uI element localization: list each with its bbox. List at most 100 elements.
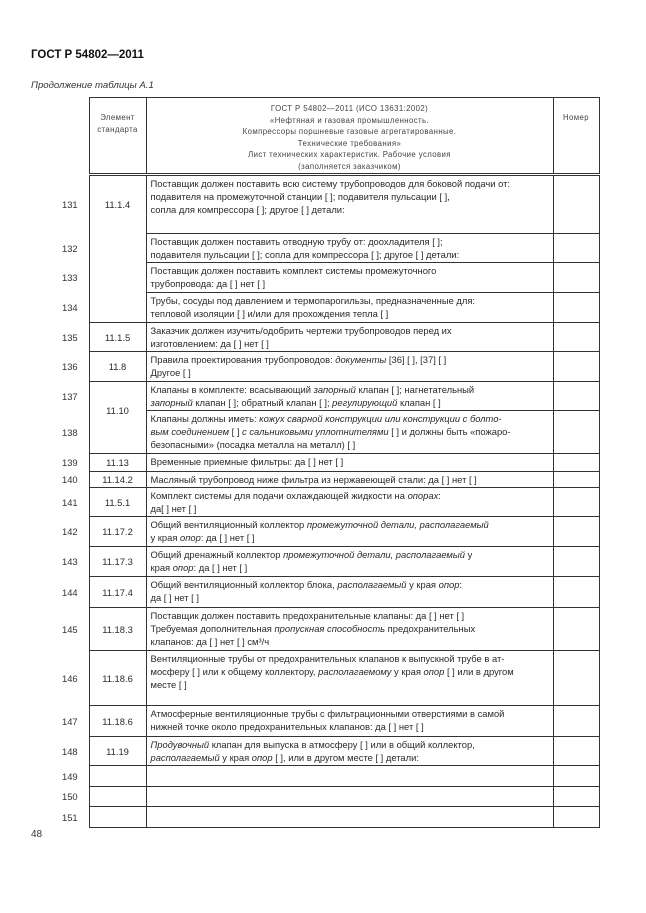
requirement-text: Трубы, сосуды под давлением и термопарог… [145,292,554,323]
requirement-text: Общий вентиляционный коллектор блока, ра… [145,576,554,608]
text-segment: Поставщик должен поставить отводную труб… [150,236,460,260]
text-segment: Поставщик должен поставить предохранител… [150,610,465,634]
standard-element: 11.1.5 [88,322,147,352]
italic-term: опор [423,666,445,677]
requirement-text: Общий дренажный коллектор промежуточной … [145,546,554,577]
row-number: 144 [62,586,78,598]
text-segment: Масляный трубопровод ниже фильтра из нер… [150,474,477,485]
text-segment: у края [150,549,473,573]
number-cell[interactable] [552,650,600,706]
requirement-text: Клапаны должны иметь: кожух сварной конс… [145,410,554,454]
row-number: 142 [62,526,78,537]
text-segment: Поставщик должен поставить всю систему т… [150,178,511,215]
table-row: 138 Клапаны должны иметь: кожух сварной к… [50,410,600,454]
table-row: 142 11.17.2 Общий вентиляционный коллектор… [50,516,600,547]
table-row: 151 [50,806,600,828]
requirement-text: Клапаны в комплекте: всасывающий запорны… [145,381,554,411]
requirement-text: Комплект системы для подачи охлаждающей … [145,487,554,517]
italic-term: промежуточной детали, располагаемый [306,519,489,530]
row-number: 136 [62,361,78,372]
header-title-line: (заполняется заказчиком) [298,161,401,171]
row-number: 151 [62,811,78,823]
row-number: 135 [62,331,78,343]
text-segment: : да [ ] нет [ ] [200,532,255,543]
standard-element: 11.18.6 [88,705,147,737]
number-cell[interactable] [552,262,600,293]
number-cell[interactable] [552,765,600,787]
row-number: 148 [62,745,78,757]
text-segment: у края [219,752,252,763]
row-number: 143 [62,556,78,567]
number-cell[interactable] [552,786,600,807]
table-row: 131 11.1.4 Поставщик должен поставить всю … [50,174,600,323]
document-title: ГОСТ Р 54802—2011 [31,49,144,61]
requirement-text [145,786,554,807]
requirement-text: Поставщик должен поставить комплект сист… [145,262,554,293]
number-cell[interactable] [552,546,600,577]
italic-term: располагаемый [337,579,407,590]
header-title-line: Компрессоры поршневые газовые агрегатиро… [242,127,457,136]
text-segment: у края [391,666,424,677]
text-segment: Временные приемные фильтры: да [ ] нет [… [150,456,344,467]
number-cell[interactable] [552,471,600,488]
text-segment: клапан для выпуска в атмосферу [ ] или в… [211,739,475,750]
table-row: 137 11.10 Клапаны в комплекте: всасывающий… [50,381,600,454]
text-segment: у края [406,579,439,590]
table-row: 132 Поставщик должен поставить отводную т… [50,233,600,263]
text-segment: Трубы, сосуды под давлением и термопарог… [150,295,476,319]
row-number: 139 [62,457,78,468]
italic-term: опор [180,532,201,543]
number-cell[interactable] [552,736,600,766]
italic-term: запорный [150,397,193,408]
requirement-text: Вентиляционные трубы от предохранительны… [145,650,554,706]
number-cell[interactable] [552,174,600,234]
text-segment: : да [ ] нет [ ] [150,579,463,603]
number-cell[interactable] [552,233,600,263]
number-cell[interactable] [552,607,600,651]
standard-element: 11.1.4 [88,174,147,323]
table-header-row: Элемент стандарта ГОСТ Р 54802—2011 (ИСО… [50,97,600,176]
italic-term: кожух сварной конструкции или конструкци… [150,413,502,437]
standard-element: 11.14.2 [88,471,147,488]
text-segment: Атмосферные вентиляционные трубы с фильт… [150,708,505,732]
number-cell[interactable] [552,576,600,608]
table-row: 145 11.18.3 Поставщик должен поставить пре… [50,607,600,651]
standard-element: 11.10 [88,381,147,454]
header-number: Номер [552,97,600,176]
requirement-text: Поставщик должен поставить предохранител… [145,607,554,651]
table-row: 139 11.13 Временные приемные фильтры: да [… [50,453,600,472]
row-number: 133 [62,272,78,283]
text-segment: Общий дренажный коллектор [150,549,284,560]
standard-element: 11.17.4 [88,576,147,608]
text-segment: Общий вентиляционный коллектор [150,519,307,530]
table-row: 148 11.19 Продувочный клапан для выпуска в… [50,736,600,766]
text-segment: [ ], или в другом месте [ ] детали: [272,752,419,763]
number-cell[interactable] [552,487,600,517]
row-number: 134 [62,302,78,313]
italic-term: пропускная способность [274,623,386,634]
number-cell[interactable] [552,516,600,547]
number-cell[interactable] [552,410,600,454]
number-cell[interactable] [552,322,600,352]
table-caption: Продолжение таблицы А.1 [31,80,154,91]
number-cell[interactable] [552,292,600,323]
text-segment: предохранительных клапанов: да [ ] нет [… [150,623,476,647]
table-row: 149 [50,765,600,787]
italic-term: запорный [313,384,356,395]
number-cell[interactable] [552,453,600,472]
italic-term: опор [438,579,460,590]
requirement-text: Правила проектирования трубопроводов: до… [145,351,554,382]
text-segment: Клапаны должны иметь: [150,413,260,424]
header-title-line: Технические требования» [297,138,402,148]
requirement-text: Поставщик должен поставить всю систему т… [145,174,554,234]
italic-term: опор [251,752,273,763]
text-segment: Поставщик должен поставить комплект сист… [150,265,437,289]
requirement-text [145,806,554,828]
requirement-text: Временные приемные фильтры: да [ ] нет [… [145,453,554,472]
text-segment: клапан [ ]; нагнетательный [358,384,475,395]
number-cell[interactable] [552,705,600,737]
table-row: 147 11.18.6 Атмосферные вентиляционные тру… [50,705,600,737]
number-cell[interactable] [552,381,600,411]
number-cell[interactable] [552,351,600,382]
number-cell[interactable] [552,806,600,828]
